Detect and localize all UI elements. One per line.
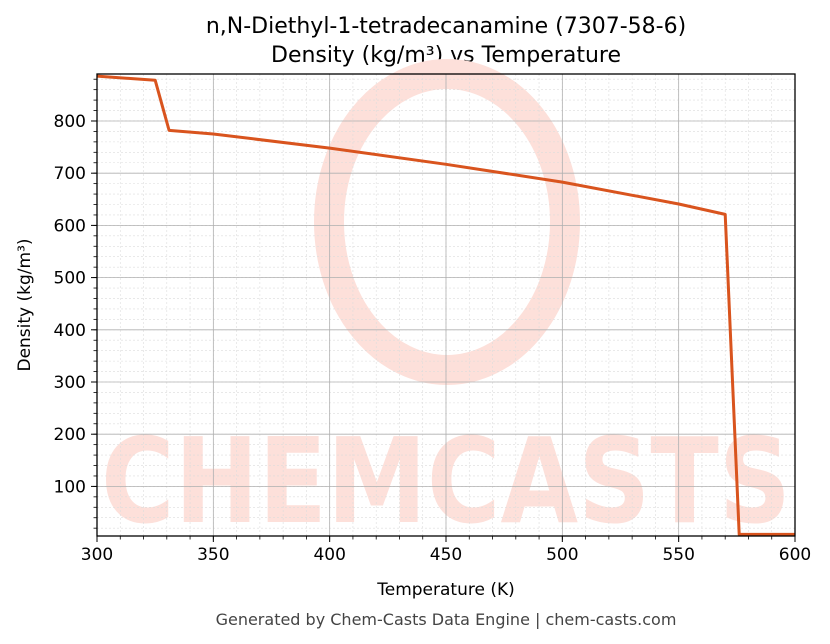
y-tick-label: 700 xyxy=(54,164,86,184)
x-tick-label: 400 xyxy=(313,545,345,565)
x-tick-label: 350 xyxy=(197,545,229,565)
footer-credit: Generated by Chem-Casts Data Engine | ch… xyxy=(216,610,677,629)
series-layer xyxy=(96,74,795,536)
x-axis-label: Temperature (K) xyxy=(376,580,515,600)
y-tick-label: 200 xyxy=(54,425,86,445)
y-tick-label: 500 xyxy=(54,269,86,289)
x-tick-label: 450 xyxy=(430,545,462,565)
y-tick-label: 800 xyxy=(54,112,86,132)
x-tick-label: 500 xyxy=(546,545,578,565)
density-series-line xyxy=(96,74,795,536)
chart-title: n,N-Diethyl-1-tetradecanamine (7307-58-6… xyxy=(206,14,686,39)
y-tick-label: 100 xyxy=(54,477,86,497)
x-tick-label: 300 xyxy=(81,545,113,565)
major-grid xyxy=(96,74,796,536)
x-tick-label: 550 xyxy=(662,545,694,565)
y-tick-label: 300 xyxy=(54,373,86,393)
y-tick-label: 600 xyxy=(54,216,86,236)
x-tick-label: 600 xyxy=(779,545,811,565)
y-axis-label: Density (kg/m³) xyxy=(15,238,35,371)
plot-frame xyxy=(96,73,796,537)
y-tick-label: 400 xyxy=(54,321,86,341)
